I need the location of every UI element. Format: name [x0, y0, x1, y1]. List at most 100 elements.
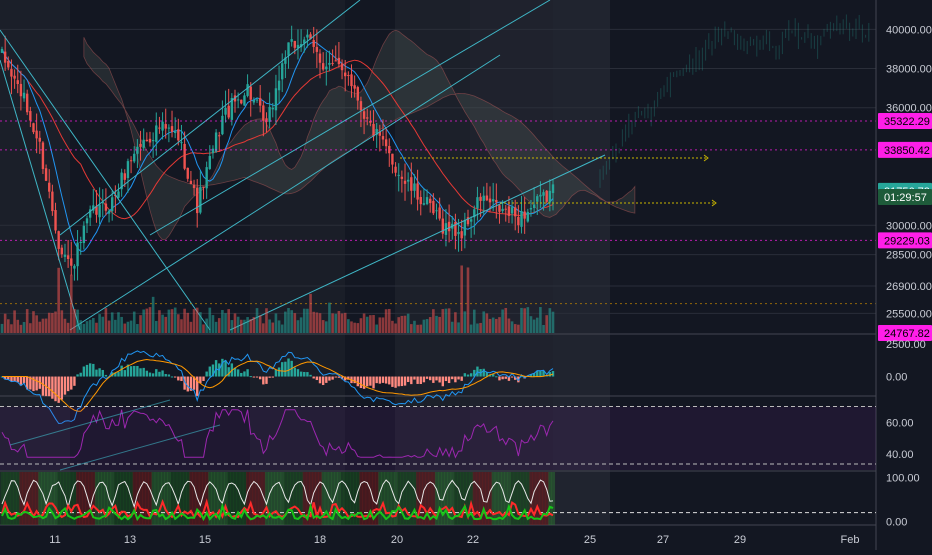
candle[interactable]	[133, 146, 136, 164]
candle[interactable]	[425, 189, 429, 206]
candle[interactable]	[545, 190, 548, 204]
candle[interactable]	[274, 74, 278, 125]
candle[interactable]	[312, 26, 315, 54]
candle[interactable]	[460, 219, 463, 252]
candle[interactable]	[551, 179, 555, 211]
candle[interactable]	[447, 204, 451, 243]
candle[interactable]	[268, 92, 271, 129]
candle[interactable]	[180, 124, 183, 150]
candle[interactable]	[510, 200, 514, 224]
candle[interactable]	[224, 90, 227, 123]
candle[interactable]	[255, 97, 259, 103]
candle[interactable]	[375, 122, 378, 148]
candle[interactable]	[63, 243, 67, 263]
candle[interactable]	[466, 209, 470, 227]
candle[interactable]	[126, 158, 130, 193]
candle[interactable]	[315, 29, 319, 68]
candle[interactable]	[41, 141, 45, 175]
candle[interactable]	[369, 110, 372, 127]
candle[interactable]	[230, 93, 234, 126]
candle[interactable]	[148, 131, 152, 147]
candle[interactable]	[347, 71, 350, 86]
candle[interactable]	[240, 99, 243, 105]
candle[interactable]	[340, 59, 344, 80]
candle[interactable]	[54, 202, 57, 234]
candle[interactable]	[469, 216, 473, 238]
candle[interactable]	[520, 195, 523, 234]
candle[interactable]	[265, 112, 268, 133]
candle[interactable]	[66, 239, 70, 268]
candle[interactable]	[536, 194, 539, 216]
candle[interactable]	[337, 41, 341, 68]
candle[interactable]	[246, 74, 249, 98]
candle[interactable]	[51, 184, 54, 216]
candle[interactable]	[7, 56, 10, 71]
candle[interactable]	[88, 205, 92, 226]
candle[interactable]	[104, 188, 108, 216]
candle[interactable]	[303, 36, 306, 53]
candle[interactable]	[44, 164, 48, 182]
candle[interactable]	[243, 92, 246, 106]
candle[interactable]	[473, 205, 476, 235]
candle[interactable]	[22, 79, 26, 102]
candle[interactable]	[252, 97, 256, 105]
candle[interactable]	[142, 128, 145, 151]
candle[interactable]	[321, 52, 325, 72]
candle[interactable]	[262, 101, 265, 137]
candle[interactable]	[353, 75, 356, 98]
candle[interactable]	[186, 167, 189, 182]
candle[interactable]	[221, 100, 224, 136]
candle[interactable]	[161, 112, 164, 140]
candle[interactable]	[29, 106, 32, 128]
candle[interactable]	[70, 241, 73, 276]
candle[interactable]	[413, 174, 416, 198]
candle[interactable]	[202, 186, 205, 200]
candle[interactable]	[117, 183, 120, 199]
candle[interactable]	[227, 88, 230, 120]
candle[interactable]	[548, 179, 552, 212]
candle[interactable]	[60, 244, 64, 258]
candle[interactable]	[57, 230, 60, 261]
candle[interactable]	[189, 170, 193, 185]
candle[interactable]	[16, 64, 19, 94]
candle[interactable]	[384, 127, 388, 154]
candle[interactable]	[403, 163, 407, 201]
candle[interactable]	[107, 208, 111, 223]
candle[interactable]	[422, 188, 426, 206]
candle[interactable]	[504, 204, 507, 222]
candle[interactable]	[429, 195, 432, 213]
candle[interactable]	[155, 112, 158, 156]
candle[interactable]	[139, 130, 142, 161]
candle[interactable]	[35, 113, 38, 154]
candle[interactable]	[463, 212, 467, 249]
candle[interactable]	[205, 161, 208, 199]
candle[interactable]	[359, 96, 363, 128]
candle[interactable]	[98, 187, 101, 225]
candle[interactable]	[293, 40, 297, 55]
candle[interactable]	[488, 186, 492, 212]
candle[interactable]	[517, 205, 520, 234]
candle[interactable]	[498, 204, 501, 224]
candle[interactable]	[199, 170, 202, 215]
candle[interactable]	[38, 130, 41, 154]
candle[interactable]	[435, 203, 438, 220]
candle[interactable]	[79, 236, 82, 255]
candle[interactable]	[491, 182, 495, 212]
candle[interactable]	[482, 186, 485, 215]
candle[interactable]	[271, 102, 274, 118]
candle[interactable]	[192, 179, 196, 196]
candle[interactable]	[284, 50, 287, 79]
candle[interactable]	[410, 162, 413, 205]
candle[interactable]	[400, 170, 404, 193]
price-tag[interactable]: 01:29:57	[878, 189, 932, 205]
candle[interactable]	[306, 29, 309, 48]
candle[interactable]	[419, 190, 422, 216]
candle[interactable]	[356, 85, 359, 110]
price-tag[interactable]: 33850.42	[878, 141, 932, 158]
candle[interactable]	[196, 179, 199, 228]
candle[interactable]	[120, 168, 123, 197]
candle[interactable]	[529, 199, 533, 217]
candle[interactable]	[388, 138, 391, 167]
candle[interactable]	[394, 162, 397, 177]
